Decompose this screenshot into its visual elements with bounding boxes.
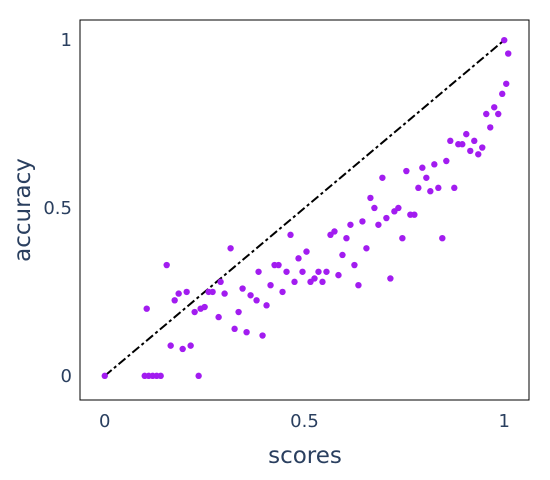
- data-point: [351, 261, 358, 269]
- data-point: [311, 275, 318, 282]
- reference-line: [104, 39, 505, 377]
- data-point: [319, 278, 326, 286]
- data-point: [331, 228, 338, 235]
- data-point: [171, 297, 178, 304]
- data-point: [347, 221, 354, 228]
- data-point: [403, 167, 410, 175]
- data-point: [435, 184, 442, 192]
- data-point: [279, 288, 286, 296]
- data-point: [247, 292, 254, 299]
- data-point: [275, 261, 282, 269]
- data-point: [459, 141, 466, 148]
- data-point: [411, 211, 418, 218]
- data-point: [399, 234, 406, 242]
- data-point: [427, 188, 434, 195]
- data-point: [475, 151, 482, 158]
- data-point: [231, 325, 238, 333]
- data-point: [291, 278, 298, 286]
- data-point: [367, 194, 374, 202]
- data-point: [439, 234, 446, 242]
- data-point: [339, 251, 346, 259]
- data-point: [335, 271, 342, 279]
- data-point: [255, 268, 262, 275]
- data-point: [235, 308, 242, 316]
- data-point: [157, 372, 164, 380]
- data-point: [487, 124, 494, 131]
- data-point: [303, 248, 310, 255]
- data-point: [451, 184, 458, 192]
- data-point: [479, 144, 486, 151]
- data-point: [259, 332, 266, 339]
- data-point: [195, 372, 202, 380]
- data-point: [343, 234, 350, 242]
- x-tick-label: 0: [99, 411, 110, 432]
- data-point: [499, 90, 506, 98]
- x-tick-label: 0.5: [290, 411, 319, 432]
- data-point: [423, 174, 430, 181]
- data-point: [239, 285, 246, 292]
- x-tick-label: 1: [499, 411, 510, 432]
- data-point: [187, 342, 194, 349]
- data-point: [415, 184, 422, 192]
- data-point: [101, 372, 108, 380]
- data-point: [387, 275, 394, 282]
- data-point: [395, 204, 402, 212]
- data-point: [375, 221, 382, 228]
- data-point: [263, 302, 270, 309]
- data-point: [467, 147, 474, 155]
- data-point: [371, 204, 378, 212]
- data-point: [175, 290, 182, 297]
- data-point: [183, 288, 190, 296]
- data-point: [323, 268, 330, 275]
- data-point: [419, 164, 426, 171]
- data-point: [267, 281, 274, 289]
- data-point: [179, 345, 186, 353]
- data-point: [283, 268, 290, 275]
- data-point: [163, 261, 170, 269]
- data-point: [447, 137, 454, 145]
- data-point: [143, 305, 150, 312]
- data-point: [383, 214, 390, 222]
- data-point: [167, 342, 174, 349]
- data-point: [491, 104, 498, 111]
- data-point: [379, 174, 386, 181]
- x-axis-title: scores: [268, 443, 342, 469]
- data-point: [501, 36, 508, 44]
- data-point: [295, 255, 302, 262]
- data-point: [227, 245, 234, 252]
- y-tick-label: 1: [61, 30, 72, 51]
- plot-frame: [79, 19, 530, 401]
- y-tick-label: 0.5: [43, 198, 72, 219]
- plot-area: [80, 20, 529, 400]
- data-point: [209, 288, 216, 296]
- data-point: [471, 137, 478, 145]
- data-point: [463, 130, 470, 138]
- data-point: [299, 268, 306, 275]
- data-point: [359, 218, 366, 225]
- data-point: [443, 157, 450, 165]
- data-point: [215, 313, 222, 321]
- data-point: [483, 110, 490, 118]
- data-point: [363, 245, 370, 252]
- data-point: [495, 110, 502, 118]
- data-point: [503, 80, 510, 87]
- data-point: [355, 281, 362, 289]
- data-point: [287, 231, 294, 239]
- data-point: [201, 303, 208, 311]
- data-point: [253, 297, 260, 304]
- data-point: [431, 161, 438, 168]
- y-tick-label: 0: [61, 366, 72, 387]
- data-point: [243, 328, 250, 336]
- data-point: [221, 290, 228, 297]
- data-point: [505, 50, 512, 57]
- data-point: [191, 308, 198, 316]
- y-axis-title: accuracy: [10, 158, 36, 262]
- data-point: [315, 268, 322, 275]
- data-point: [217, 278, 224, 286]
